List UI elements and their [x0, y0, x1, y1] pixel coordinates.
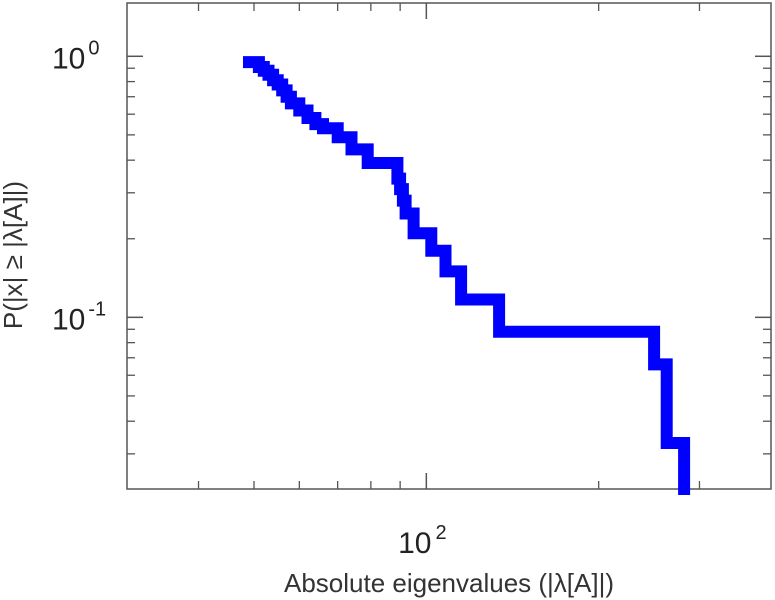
- tick-labels: 10 2 10 0 10 -1: [52, 37, 447, 560]
- y-tick-label: 10 -1: [52, 298, 106, 336]
- series-layer: [243, 56, 691, 495]
- major-ticks: [127, 3, 771, 489]
- minor-ticks: [127, 3, 771, 489]
- x-tick-label: 10 2: [398, 522, 447, 560]
- plot-frame: [126, 2, 772, 490]
- series-line: [243, 56, 691, 495]
- x-axis-label: Absolute eigenvalues (|λ[A]|): [284, 568, 614, 598]
- y-axis-label: P(|x| ≥ |λ[A]|): [0, 181, 28, 329]
- y-tick-label: 10 0: [52, 37, 100, 75]
